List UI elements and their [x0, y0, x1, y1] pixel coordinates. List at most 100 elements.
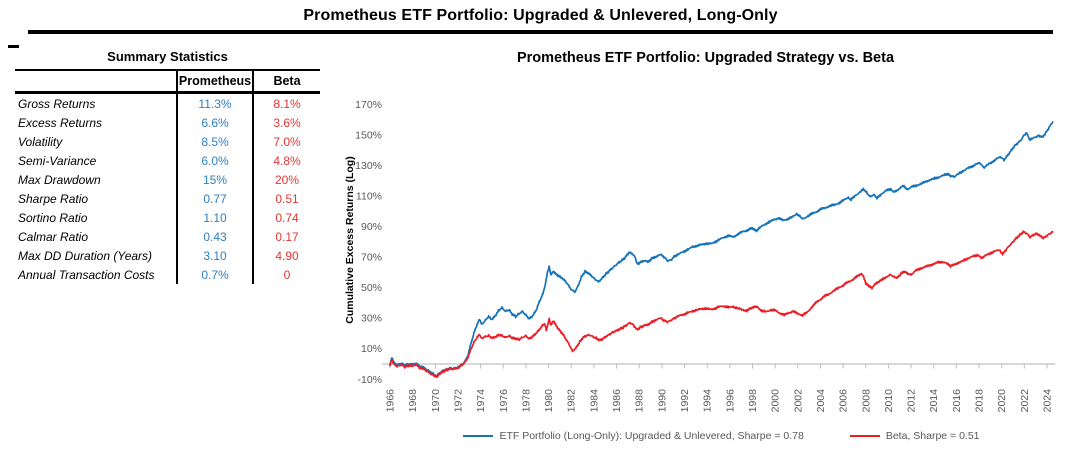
- beta-value: 20%: [274, 172, 300, 187]
- beta-value: 3.6%: [273, 115, 301, 130]
- y-tick-label: 170%: [355, 99, 382, 111]
- table-row: Max DD Duration (Years) 3.10 4.90: [15, 246, 320, 265]
- prometheus-value: 0.77: [176, 189, 254, 208]
- beta-value: 0.74: [275, 210, 299, 225]
- x-tick-label: 1976: [498, 389, 510, 413]
- table-row: Annual Transaction Costs 0.7% 0: [15, 265, 320, 284]
- x-tick-label: 1968: [407, 389, 419, 413]
- prometheus-value: 11.3%: [176, 92, 254, 113]
- x-tick-label: 2002: [792, 389, 804, 413]
- beta-value: 7.0%: [273, 134, 301, 149]
- legend-line-sample: [463, 435, 494, 437]
- x-tick-label: 1988: [634, 389, 646, 413]
- table-title-row: Summary Statistics: [15, 46, 320, 71]
- legend-label: Beta, Sharpe = 0.51: [885, 430, 980, 442]
- x-tick-label: 2020: [996, 389, 1008, 413]
- beta-value: 0.51: [275, 191, 299, 206]
- x-tick-label: 1980: [543, 389, 555, 413]
- table-row: Calmar Ratio 0.43 0.17: [15, 227, 320, 246]
- chart-legend: ETF Portfolio (Long-Only): Upgraded & Un…: [390, 430, 1053, 442]
- line-chart-plot: 1966 1968 1970 1972 1974 1976 1978 1980 1982 1984…: [355, 99, 1055, 413]
- beta-value: 0: [283, 267, 291, 282]
- x-tick-label: 1984: [588, 389, 600, 413]
- x-tick-label: 2004: [815, 389, 827, 413]
- row-label: Annual Transaction Costs: [18, 267, 155, 282]
- prometheus-value: 0.43: [176, 227, 254, 246]
- x-tick-label: 1974: [475, 389, 487, 413]
- title-divider: [28, 30, 1053, 34]
- y-tick-label: 10%: [361, 343, 382, 355]
- x-tick-label: 1990: [656, 389, 668, 413]
- beta-value: 4.90: [275, 248, 299, 263]
- column-header-prometheus: Prometheus: [176, 70, 254, 94]
- row-label: Gross Returns: [18, 96, 96, 111]
- row-label: Sortino Ratio: [18, 210, 88, 225]
- beta-value: 0.17: [275, 229, 299, 244]
- x-tick-label: 1972: [452, 389, 464, 413]
- page-title: Prometheus ETF Portfolio: Upgraded & Unl…: [303, 7, 778, 24]
- table-row: Semi-Variance 6.0% 4.8%: [15, 151, 320, 170]
- table-row: Sortino Ratio 1.10 0.74: [15, 208, 320, 227]
- row-label: Max DD Duration (Years): [18, 248, 153, 263]
- y-tick-label: -10%: [357, 374, 382, 386]
- x-tick-label: 2024: [1042, 389, 1054, 413]
- beta-value: 8.1%: [273, 96, 301, 111]
- summary-statistics-table: Summary Statistics Prometheus Beta Gross…: [15, 46, 320, 284]
- table-row: Sharpe Ratio 0.77 0.51: [15, 189, 320, 208]
- table-row: Excess Returns 6.6% 3.6%: [15, 113, 320, 132]
- beta-line: [389, 230, 1054, 379]
- x-tick-label: 1978: [520, 389, 532, 413]
- y-tick-label: 150%: [355, 129, 382, 141]
- x-tick-label: 1992: [679, 389, 691, 413]
- prometheus-value: 3.10: [176, 246, 254, 265]
- legend-line-sample: [849, 435, 880, 437]
- row-label: Calmar Ratio: [18, 229, 89, 244]
- y-tick-label: 130%: [355, 160, 382, 172]
- row-label: Max Drawdown: [18, 172, 101, 187]
- x-tick-label: 2022: [1019, 389, 1031, 413]
- table-title: Summary Statistics: [15, 46, 320, 71]
- prometheus-value: 6.6%: [176, 113, 254, 132]
- x-tick-label: 1986: [611, 389, 623, 413]
- row-label: Volatility: [18, 134, 63, 149]
- row-label: Semi-Variance: [18, 153, 97, 168]
- legend-item-etf-portfolio: ETF Portfolio (Long-Only): Upgraded & Un…: [463, 430, 804, 442]
- y-tick-label: 30%: [361, 313, 382, 325]
- x-tick-label: 2010: [883, 389, 895, 413]
- y-tick-label: 110%: [356, 190, 382, 202]
- column-header-beta: Beta: [253, 70, 320, 94]
- x-tick-label: 2000: [770, 389, 782, 413]
- x-tick-label: 1970: [430, 389, 442, 413]
- x-tick-label: 2006: [838, 389, 850, 413]
- x-tick-label: 1966: [385, 389, 397, 413]
- table-row: Max Drawdown 15% 20%: [15, 170, 320, 189]
- x-tick-label: 1994: [702, 389, 714, 413]
- legend-label: ETF Portfolio (Long-Only): Upgraded & Un…: [499, 430, 804, 442]
- x-tick-label: 2008: [860, 389, 872, 413]
- chart-area: Prometheus ETF Portfolio: Upgraded Strat…: [330, 42, 1081, 453]
- x-tick-label: 2012: [906, 389, 918, 413]
- prometheus-value: 6.0%: [176, 151, 254, 170]
- y-tick-label: 90%: [361, 221, 382, 233]
- table-row: Gross Returns 11.3% 8.1%: [15, 92, 320, 113]
- table-top-left-tick: [8, 45, 19, 48]
- x-tick-label: 2014: [928, 389, 940, 413]
- prometheus-value: 0.7%: [176, 265, 254, 284]
- table-row: Volatility 8.5% 7.0%: [15, 132, 320, 151]
- x-tick-label: 2018: [974, 389, 986, 413]
- y-tick-label: 50%: [361, 282, 382, 294]
- chart-title: Prometheus ETF Portfolio: Upgraded Strat…: [516, 50, 895, 66]
- legend-item-beta: Beta, Sharpe = 0.51: [849, 430, 980, 442]
- x-tick-label: 2016: [951, 389, 963, 413]
- row-label: Excess Returns: [18, 115, 103, 130]
- table-header-row: Prometheus Beta: [15, 70, 320, 94]
- row-label: Sharpe Ratio: [18, 191, 89, 206]
- beta-value: 4.8%: [273, 153, 301, 168]
- x-tick-label: 1982: [566, 389, 578, 413]
- prometheus-value: 15%: [176, 170, 254, 189]
- prometheus-value: 8.5%: [176, 132, 254, 151]
- y-tick-label: 70%: [361, 252, 382, 264]
- x-tick-label: 1998: [747, 389, 759, 413]
- x-tick-label: 1996: [724, 389, 736, 413]
